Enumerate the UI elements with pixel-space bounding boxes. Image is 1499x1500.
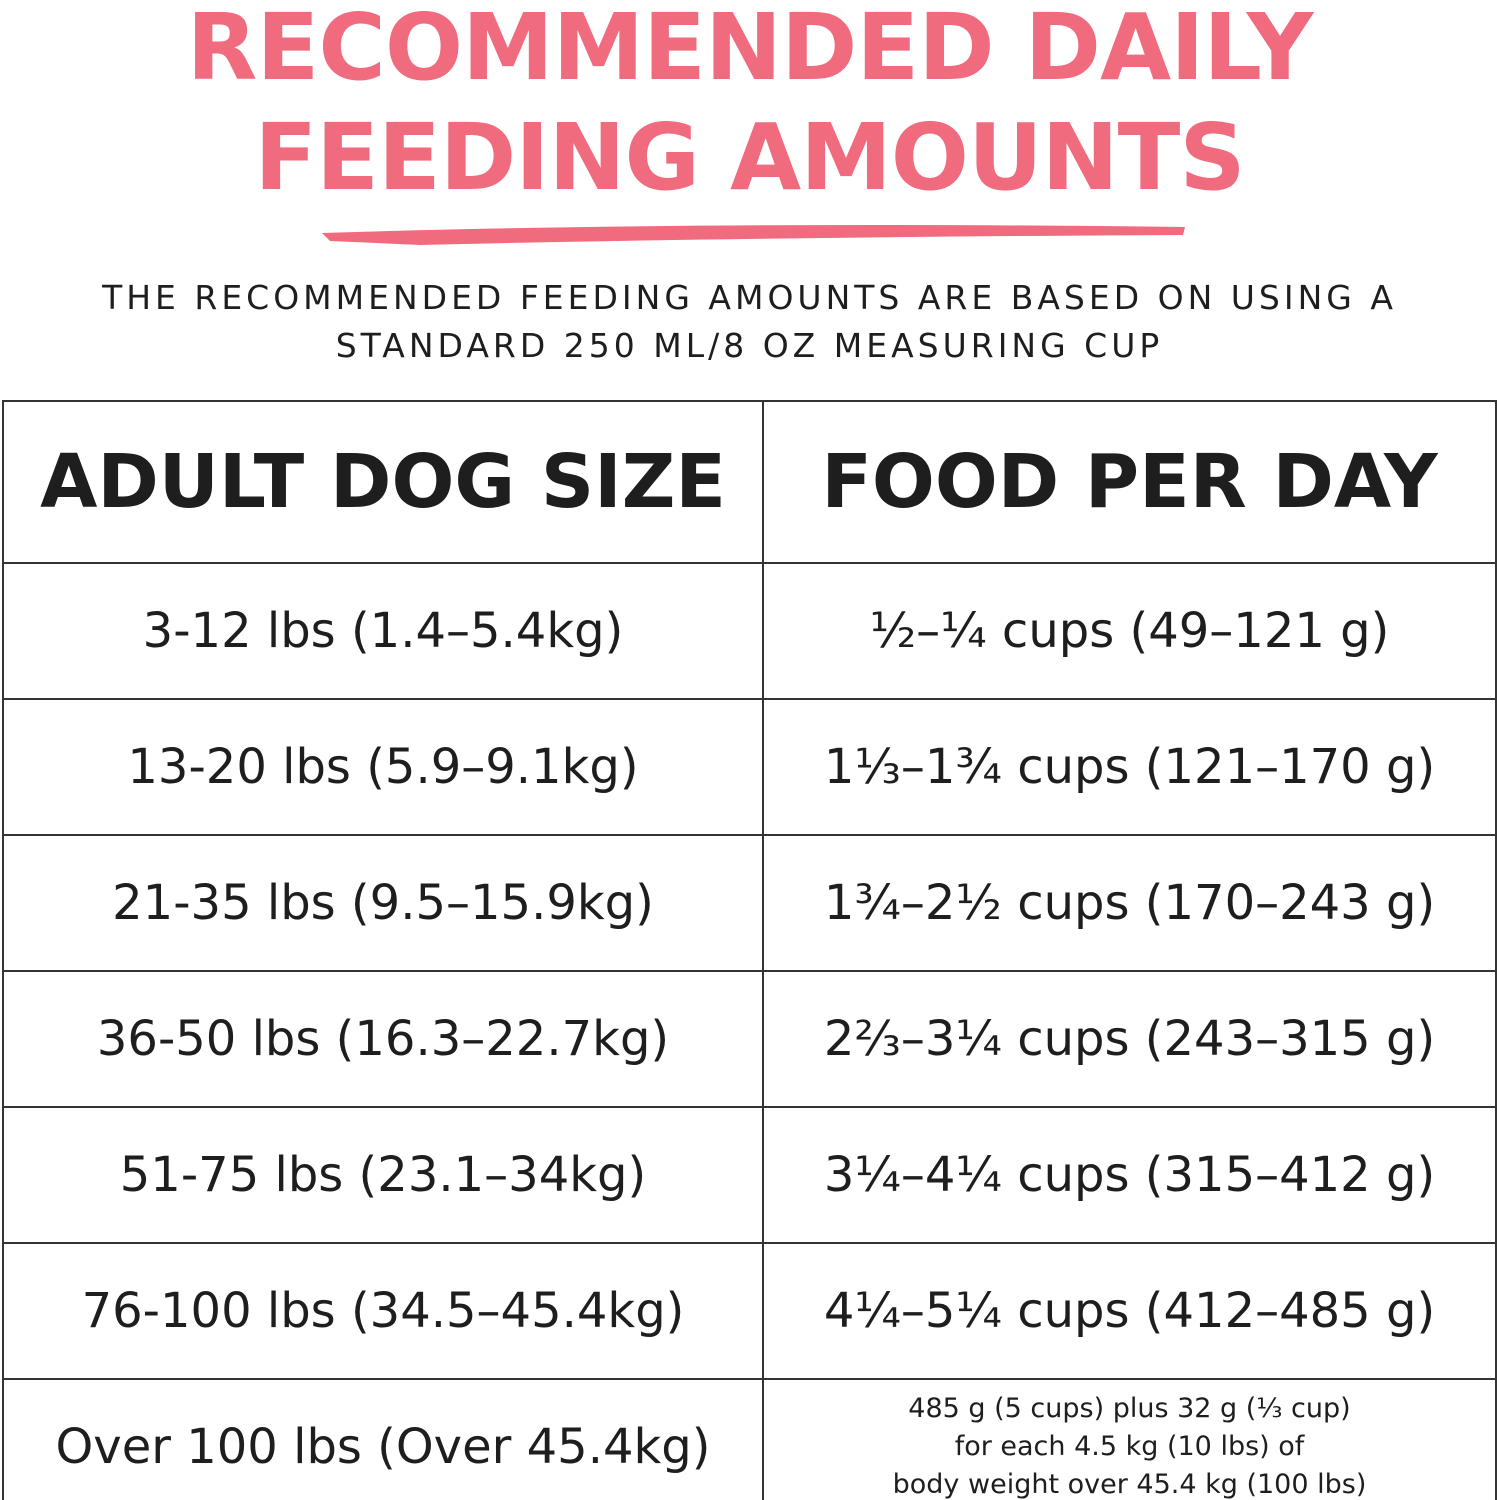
food-amount: 485 g (5 cups) plus 32 g (⅓ cup) for each…	[762, 1378, 1497, 1500]
dog-size: 21-35 lbs (9.5–15.9kg)	[2, 834, 764, 972]
table-row: 21-35 lbs (9.5–15.9kg) 1¾–2½ cups (170–24…	[2, 834, 1497, 972]
table-row: 76-100 lbs (34.5–45.4kg) 4¼–5¼ cups (412–…	[2, 1242, 1497, 1380]
cell-line: body weight over 45.4 kg (100 lbs)	[892, 1468, 1367, 1500]
column-header: ADULT DOG SIZE	[2, 400, 764, 564]
table-row: 36-50 lbs (16.3–22.7kg) 2⅔–3¼ cups (243–3…	[2, 970, 1497, 1108]
title-line: RECOMMENDED DAILY	[186, 0, 1314, 101]
dog-size: 13-20 lbs (5.9–9.1kg)	[2, 698, 764, 836]
subtitle-line: THE RECOMMENDED FEEDING AMOUNTS ARE BASE…	[102, 278, 1397, 317]
food-amount: 2⅔–3¼ cups (243–315 g)	[762, 970, 1497, 1108]
food-amount: 1⅓–1¾ cups (121–170 g)	[762, 698, 1497, 836]
dog-size: 36-50 lbs (16.3–22.7kg)	[2, 970, 764, 1108]
food-amount: 3¼–4¼ cups (315–412 g)	[762, 1106, 1497, 1244]
dog-size: Over 100 lbs (Over 45.4kg)	[2, 1378, 764, 1500]
table-row: Over 100 lbs (Over 45.4kg) 485 g (5 cups)…	[2, 1378, 1497, 1500]
brush-underline	[322, 225, 1185, 245]
subtitle-line: STANDARD 250 ML/8 OZ MEASURING CUP	[335, 326, 1164, 365]
dog-size: 3-12 lbs (1.4–5.4kg)	[2, 562, 764, 700]
table-row: 13-20 lbs (5.9–9.1kg) 1⅓–1¾ cups (121–170…	[2, 698, 1497, 836]
food-amount: 1¾–2½ cups (170–243 g)	[762, 834, 1497, 972]
cell-line: for each 4.5 kg (10 lbs) of	[954, 1431, 1305, 1463]
food-amount: 4¼–5¼ cups (412–485 g)	[762, 1242, 1497, 1380]
dog-size: 51-75 lbs (23.1–34kg)	[2, 1106, 764, 1244]
header-row: ADULT DOG SIZE FOOD PER DAY	[2, 400, 1497, 564]
title-line: FEEDING AMOUNTS	[254, 104, 1245, 211]
cell-line: 485 g (5 cups) plus 32 g (⅓ cup)	[908, 1393, 1351, 1425]
table-row: 51-75 lbs (23.1–34kg) 3¼–4¼ cups (315–412…	[2, 1106, 1497, 1244]
column-header: FOOD PER DAY	[762, 400, 1497, 564]
dog-size: 76-100 lbs (34.5–45.4kg)	[2, 1242, 764, 1380]
food-amount: ½–¼ cups (49–121 g)	[762, 562, 1497, 700]
table-row: 3-12 lbs (1.4–5.4kg) ½–¼ cups (49–121 g)	[2, 562, 1497, 700]
feeding-table: ADULT DOG SIZE FOOD PER DAY 3-12 lbs (1.…	[2, 400, 1497, 1500]
